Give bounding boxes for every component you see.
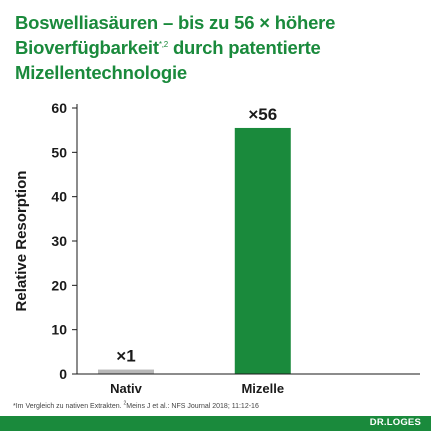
x-tick-label-mizelle: Mizelle xyxy=(241,381,284,396)
bars xyxy=(98,127,291,374)
footnote-text-1: *Im Vergleich zu nativen Extrakten. xyxy=(13,403,124,410)
footnote: *Im Vergleich zu nativen Extrakten. 2Mei… xyxy=(13,400,418,410)
chart-title: Boswelliasäuren – bis zu 56 × höhere Bio… xyxy=(15,10,420,85)
y-axis-label: Relative Resorption xyxy=(13,171,30,312)
bar-chart: 0 10 20 30 40 50 60 ×1 ×56 Nativ Mizelle Relativ… xyxy=(13,100,420,396)
title-line-2: Bioverfügbarkeit*,2 durch patentierte xyxy=(15,35,420,60)
title-footnote-mark: *,2 xyxy=(158,39,168,49)
bar-label-nativ: ×1 xyxy=(116,347,135,366)
y-tick-label: 0 xyxy=(59,366,67,382)
bar-label-mizelle: ×56 xyxy=(248,105,277,124)
y-tick-label: 60 xyxy=(51,100,67,116)
bar-nativ xyxy=(98,369,154,374)
footnote-text-2: Meins J et al.: NFS Journal 2018; 11:12-… xyxy=(126,403,259,410)
brand-bar: DR.LOGES xyxy=(0,416,431,431)
x-tick-label-nativ: Nativ xyxy=(110,381,143,396)
title-line-1: Boswelliasäuren – bis zu 56 × höhere xyxy=(15,12,336,33)
brand-logo-text: DR.LOGES xyxy=(369,417,421,428)
y-tick-label: 10 xyxy=(51,322,67,338)
x-axis-ticks: Nativ Mizelle xyxy=(110,381,284,396)
y-axis-ticks: 0 10 20 30 40 50 60 xyxy=(51,100,77,382)
y-tick-label: 50 xyxy=(51,144,67,160)
bar-mizelle xyxy=(234,127,291,374)
y-tick-label: 30 xyxy=(51,233,67,249)
y-tick-label: 20 xyxy=(51,277,67,293)
title-line-2-rest: durch patentierte xyxy=(168,37,321,58)
bar-data-labels: ×1 ×56 xyxy=(116,105,277,366)
title-line-2-main: Bioverfügbarkeit xyxy=(15,37,159,58)
y-tick-label: 40 xyxy=(51,189,67,205)
title-line-3: Mizellentechnologie xyxy=(15,62,187,83)
footnote-ref-mark: 2 xyxy=(123,400,127,407)
